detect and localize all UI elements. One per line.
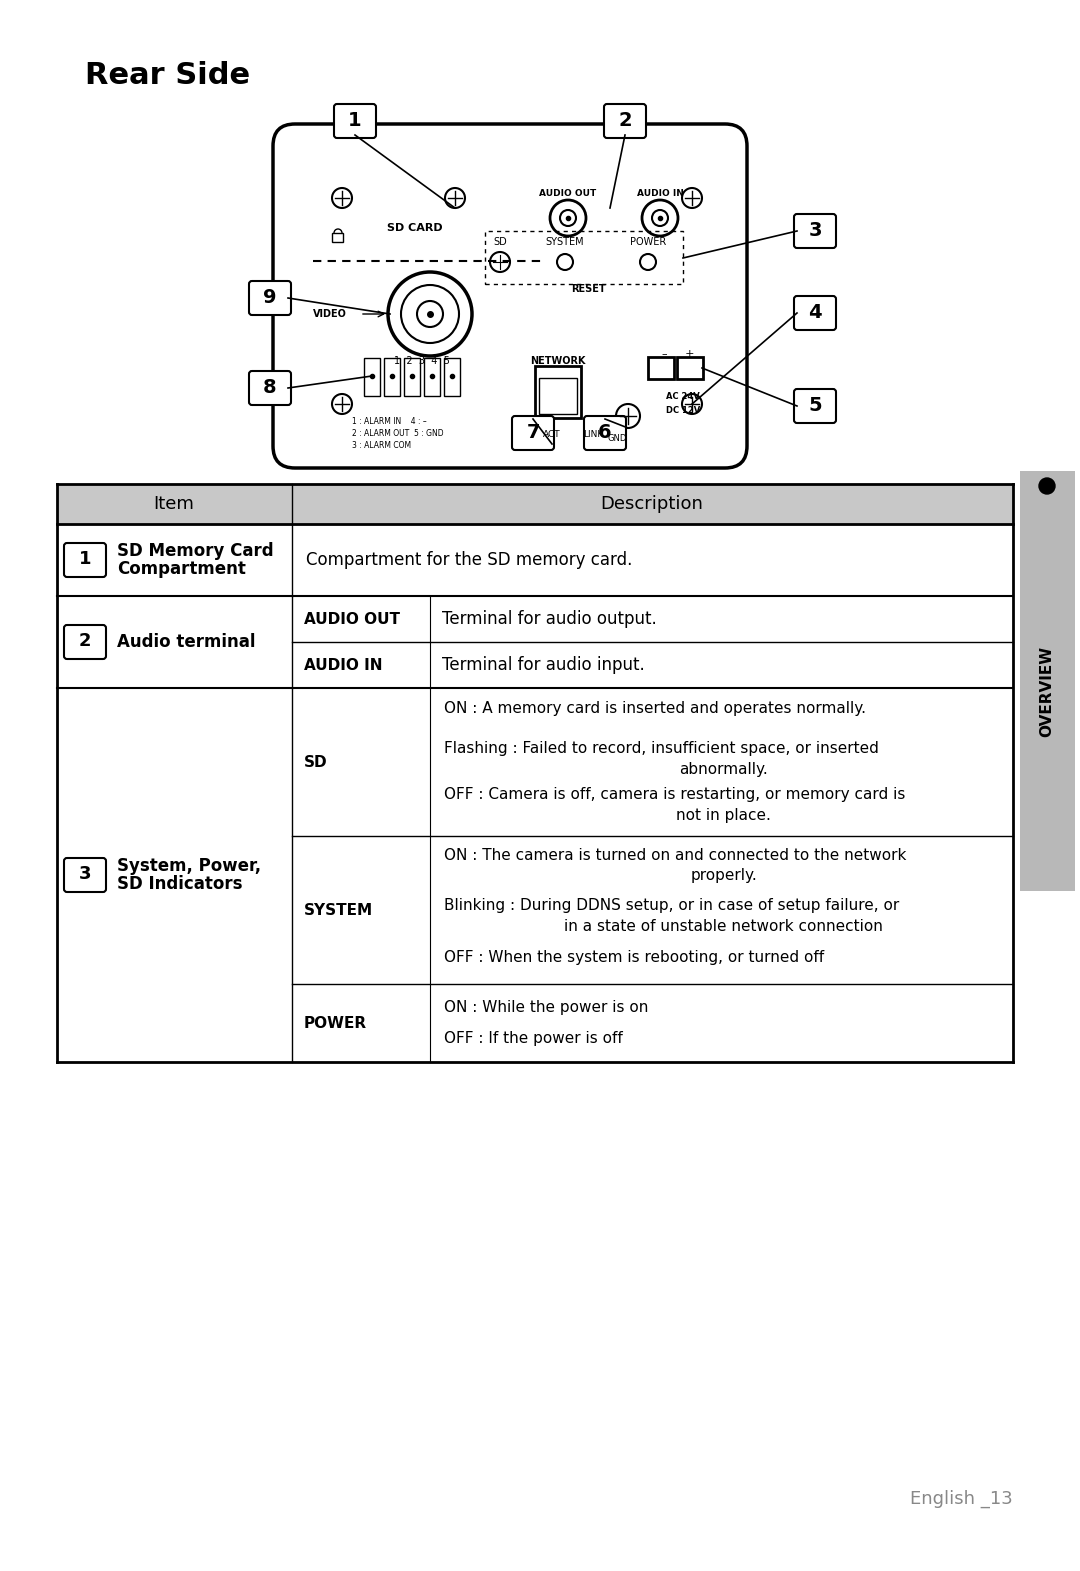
- FancyBboxPatch shape: [249, 371, 291, 405]
- Text: 8: 8: [264, 377, 276, 396]
- Text: Compartment: Compartment: [117, 559, 246, 578]
- Text: SD CARD: SD CARD: [388, 223, 443, 233]
- Bar: [57, 484, 1013, 525]
- Text: OFF : Camera is off, camera is restarting, or memory card is: OFF : Camera is off, camera is restartin…: [444, 787, 905, 803]
- Text: Compartment for the SD memory card.: Compartment for the SD memory card.: [306, 551, 633, 569]
- Bar: [332, 233, 343, 242]
- Bar: [404, 358, 420, 396]
- Bar: [444, 358, 460, 396]
- Text: 7: 7: [526, 423, 540, 441]
- Text: abnormally.: abnormally.: [679, 762, 768, 778]
- Text: 1 : ALARM IN    4 : –: 1 : ALARM IN 4 : –: [352, 416, 427, 426]
- Text: 1: 1: [79, 550, 91, 569]
- Text: Terminal for audio input.: Terminal for audio input.: [442, 657, 645, 674]
- FancyBboxPatch shape: [604, 104, 646, 138]
- Bar: [677, 357, 703, 379]
- FancyBboxPatch shape: [512, 416, 554, 449]
- Text: ACT: ACT: [543, 429, 561, 438]
- FancyBboxPatch shape: [794, 295, 836, 330]
- Text: 2: 2: [618, 110, 632, 129]
- Text: AUDIO OUT: AUDIO OUT: [303, 611, 400, 627]
- Text: Terminal for audio output.: Terminal for audio output.: [442, 610, 657, 628]
- Bar: [648, 357, 674, 379]
- Text: LINK: LINK: [583, 429, 603, 438]
- Text: OFF : If the power is off: OFF : If the power is off: [444, 1031, 623, 1046]
- Text: 2 : ALARM OUT  5 : GND: 2 : ALARM OUT 5 : GND: [352, 429, 444, 437]
- Text: POWER: POWER: [303, 1015, 367, 1031]
- Text: Audio terminal: Audio terminal: [117, 633, 256, 650]
- Text: 5: 5: [808, 396, 822, 415]
- Text: NETWORK: NETWORK: [530, 357, 585, 366]
- Bar: [424, 358, 440, 396]
- Text: 1: 1: [348, 110, 362, 129]
- Text: Item: Item: [153, 495, 194, 514]
- Text: GND: GND: [607, 434, 626, 443]
- Bar: [384, 358, 400, 396]
- Text: System, Power,: System, Power,: [117, 858, 261, 875]
- Bar: [539, 379, 577, 415]
- FancyBboxPatch shape: [64, 858, 106, 892]
- Text: in a state of unstable network connection: in a state of unstable network connectio…: [564, 919, 883, 933]
- Text: 9: 9: [264, 287, 276, 306]
- Text: SYSTEM: SYSTEM: [545, 237, 584, 247]
- Text: 3: 3: [79, 866, 91, 883]
- Text: VIDEO: VIDEO: [313, 309, 347, 319]
- Circle shape: [1039, 478, 1055, 493]
- Text: ON : While the power is on: ON : While the power is on: [444, 999, 648, 1015]
- Text: AC 24V: AC 24V: [666, 391, 700, 401]
- Text: OFF : When the system is rebooting, or turned off: OFF : When the system is rebooting, or t…: [444, 950, 824, 965]
- Text: Flashing : Failed to record, insufficient space, or inserted: Flashing : Failed to record, insufficien…: [444, 742, 879, 756]
- Text: 1  2  3  4  5: 1 2 3 4 5: [394, 357, 450, 366]
- Text: 2: 2: [79, 632, 91, 650]
- Text: AUDIO IN: AUDIO IN: [636, 189, 684, 198]
- Text: ON : The camera is turned on and connected to the network: ON : The camera is turned on and connect…: [444, 848, 906, 862]
- Bar: [364, 358, 380, 396]
- Text: AUDIO IN: AUDIO IN: [303, 658, 382, 672]
- Text: Rear Side: Rear Side: [85, 61, 251, 90]
- FancyBboxPatch shape: [64, 625, 106, 658]
- Text: AUDIO OUT: AUDIO OUT: [539, 189, 596, 198]
- Text: 4: 4: [808, 303, 822, 322]
- Text: 6: 6: [598, 423, 611, 441]
- Text: Blinking : During DDNS setup, or in case of setup failure, or: Blinking : During DDNS setup, or in case…: [444, 899, 900, 913]
- Text: not in place.: not in place.: [676, 807, 771, 823]
- FancyBboxPatch shape: [249, 281, 291, 316]
- Text: SD: SD: [494, 237, 507, 247]
- Text: –     +: – +: [662, 349, 694, 360]
- FancyBboxPatch shape: [64, 544, 106, 577]
- Bar: [485, 231, 683, 284]
- Text: SD Memory Card: SD Memory Card: [117, 542, 273, 559]
- Bar: [535, 366, 581, 418]
- Text: SYSTEM: SYSTEM: [303, 902, 373, 917]
- FancyBboxPatch shape: [584, 416, 626, 449]
- Text: 3 : ALARM COM: 3 : ALARM COM: [352, 440, 411, 449]
- FancyBboxPatch shape: [334, 104, 376, 138]
- Text: SD Indicators: SD Indicators: [117, 875, 243, 892]
- FancyBboxPatch shape: [794, 390, 836, 423]
- Text: Description: Description: [600, 495, 703, 514]
- Text: DC 12V: DC 12V: [666, 405, 700, 415]
- Text: POWER: POWER: [630, 237, 666, 247]
- Text: 3: 3: [808, 220, 822, 239]
- Text: OVERVIEW: OVERVIEW: [1039, 646, 1054, 737]
- FancyBboxPatch shape: [273, 124, 747, 468]
- Text: English _13: English _13: [910, 1489, 1013, 1508]
- Bar: [1020, 471, 1075, 891]
- Text: properly.: properly.: [690, 869, 757, 883]
- Text: ON : A memory card is inserted and operates normally.: ON : A memory card is inserted and opera…: [444, 701, 866, 716]
- FancyBboxPatch shape: [794, 214, 836, 248]
- Text: SD: SD: [303, 754, 327, 770]
- Text: RESET: RESET: [570, 284, 605, 294]
